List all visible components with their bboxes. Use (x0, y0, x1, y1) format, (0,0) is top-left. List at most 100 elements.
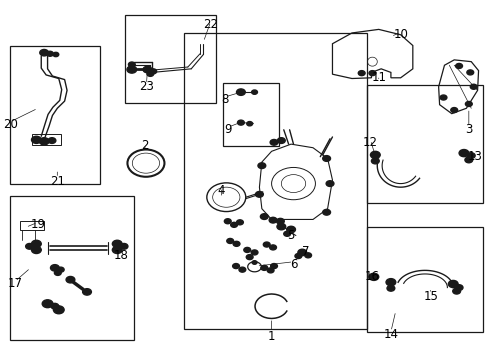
Circle shape (270, 264, 277, 269)
Text: 23: 23 (139, 80, 154, 93)
Text: 17: 17 (7, 278, 22, 291)
Circle shape (53, 306, 64, 314)
Text: 1: 1 (267, 330, 275, 343)
Circle shape (469, 84, 476, 89)
Circle shape (283, 231, 290, 236)
Circle shape (142, 66, 151, 73)
Circle shape (371, 158, 378, 164)
Bar (10, 196, 134, 339)
Circle shape (447, 280, 457, 288)
Circle shape (277, 138, 285, 143)
Circle shape (230, 222, 237, 227)
Circle shape (226, 238, 233, 243)
Circle shape (25, 243, 33, 249)
Text: 16: 16 (364, 270, 379, 283)
Text: 20: 20 (2, 118, 18, 131)
Circle shape (467, 153, 474, 158)
Circle shape (251, 90, 257, 94)
Circle shape (51, 303, 59, 309)
Bar (32, 134, 61, 145)
Circle shape (236, 89, 245, 95)
Circle shape (112, 240, 122, 247)
Circle shape (464, 157, 472, 163)
Circle shape (276, 224, 285, 230)
Text: 9: 9 (224, 123, 231, 136)
Bar (20, 221, 44, 230)
Text: 2: 2 (141, 139, 148, 152)
Circle shape (31, 136, 41, 143)
Text: 10: 10 (392, 28, 407, 41)
Circle shape (236, 220, 243, 225)
Circle shape (244, 247, 250, 252)
Circle shape (455, 63, 462, 68)
Circle shape (53, 52, 59, 57)
Circle shape (120, 243, 128, 249)
Text: 3: 3 (464, 123, 471, 136)
Circle shape (57, 267, 64, 272)
Circle shape (146, 71, 153, 76)
Circle shape (255, 192, 263, 197)
Circle shape (286, 226, 295, 233)
Text: 15: 15 (423, 290, 437, 303)
Circle shape (239, 267, 245, 272)
Circle shape (246, 255, 253, 260)
Text: 18: 18 (113, 249, 128, 262)
Bar (125, 15, 215, 103)
Circle shape (269, 139, 277, 145)
Circle shape (439, 95, 446, 100)
Text: 4: 4 (217, 184, 224, 197)
Circle shape (246, 122, 252, 126)
Circle shape (386, 285, 394, 291)
Circle shape (268, 217, 276, 223)
Circle shape (269, 245, 276, 250)
Circle shape (370, 151, 379, 158)
Circle shape (149, 69, 156, 74)
Circle shape (297, 249, 306, 256)
Text: 13: 13 (466, 150, 481, 163)
Circle shape (82, 289, 91, 295)
Bar (223, 83, 278, 146)
Text: 12: 12 (362, 136, 377, 149)
Circle shape (232, 264, 239, 269)
Circle shape (276, 219, 284, 224)
Text: 21: 21 (50, 175, 65, 188)
Circle shape (233, 241, 240, 246)
Circle shape (252, 261, 257, 264)
Circle shape (258, 163, 265, 168)
Circle shape (452, 288, 460, 294)
Bar (366, 85, 483, 203)
Circle shape (112, 246, 122, 253)
Circle shape (127, 66, 137, 73)
Text: 8: 8 (221, 93, 228, 106)
Circle shape (368, 273, 378, 280)
Circle shape (50, 265, 59, 271)
Circle shape (454, 285, 462, 291)
Bar (183, 33, 366, 329)
Text: 19: 19 (30, 218, 45, 231)
Circle shape (39, 138, 49, 145)
Circle shape (368, 71, 375, 76)
Text: 7: 7 (301, 245, 309, 258)
Circle shape (325, 181, 333, 186)
Circle shape (31, 240, 41, 247)
Circle shape (358, 71, 365, 76)
Circle shape (40, 49, 48, 56)
Circle shape (260, 214, 267, 220)
Bar (366, 226, 483, 332)
Circle shape (128, 62, 135, 67)
Circle shape (42, 300, 53, 308)
Text: 14: 14 (383, 328, 398, 341)
Circle shape (294, 253, 301, 258)
Circle shape (66, 276, 75, 283)
Circle shape (322, 156, 330, 161)
Circle shape (237, 120, 244, 125)
Circle shape (251, 250, 258, 255)
Text: 22: 22 (203, 18, 218, 31)
Circle shape (466, 70, 473, 75)
Circle shape (54, 270, 61, 275)
Circle shape (450, 108, 457, 113)
Circle shape (322, 210, 330, 215)
Circle shape (385, 279, 395, 286)
Circle shape (304, 253, 311, 258)
Circle shape (266, 268, 273, 273)
